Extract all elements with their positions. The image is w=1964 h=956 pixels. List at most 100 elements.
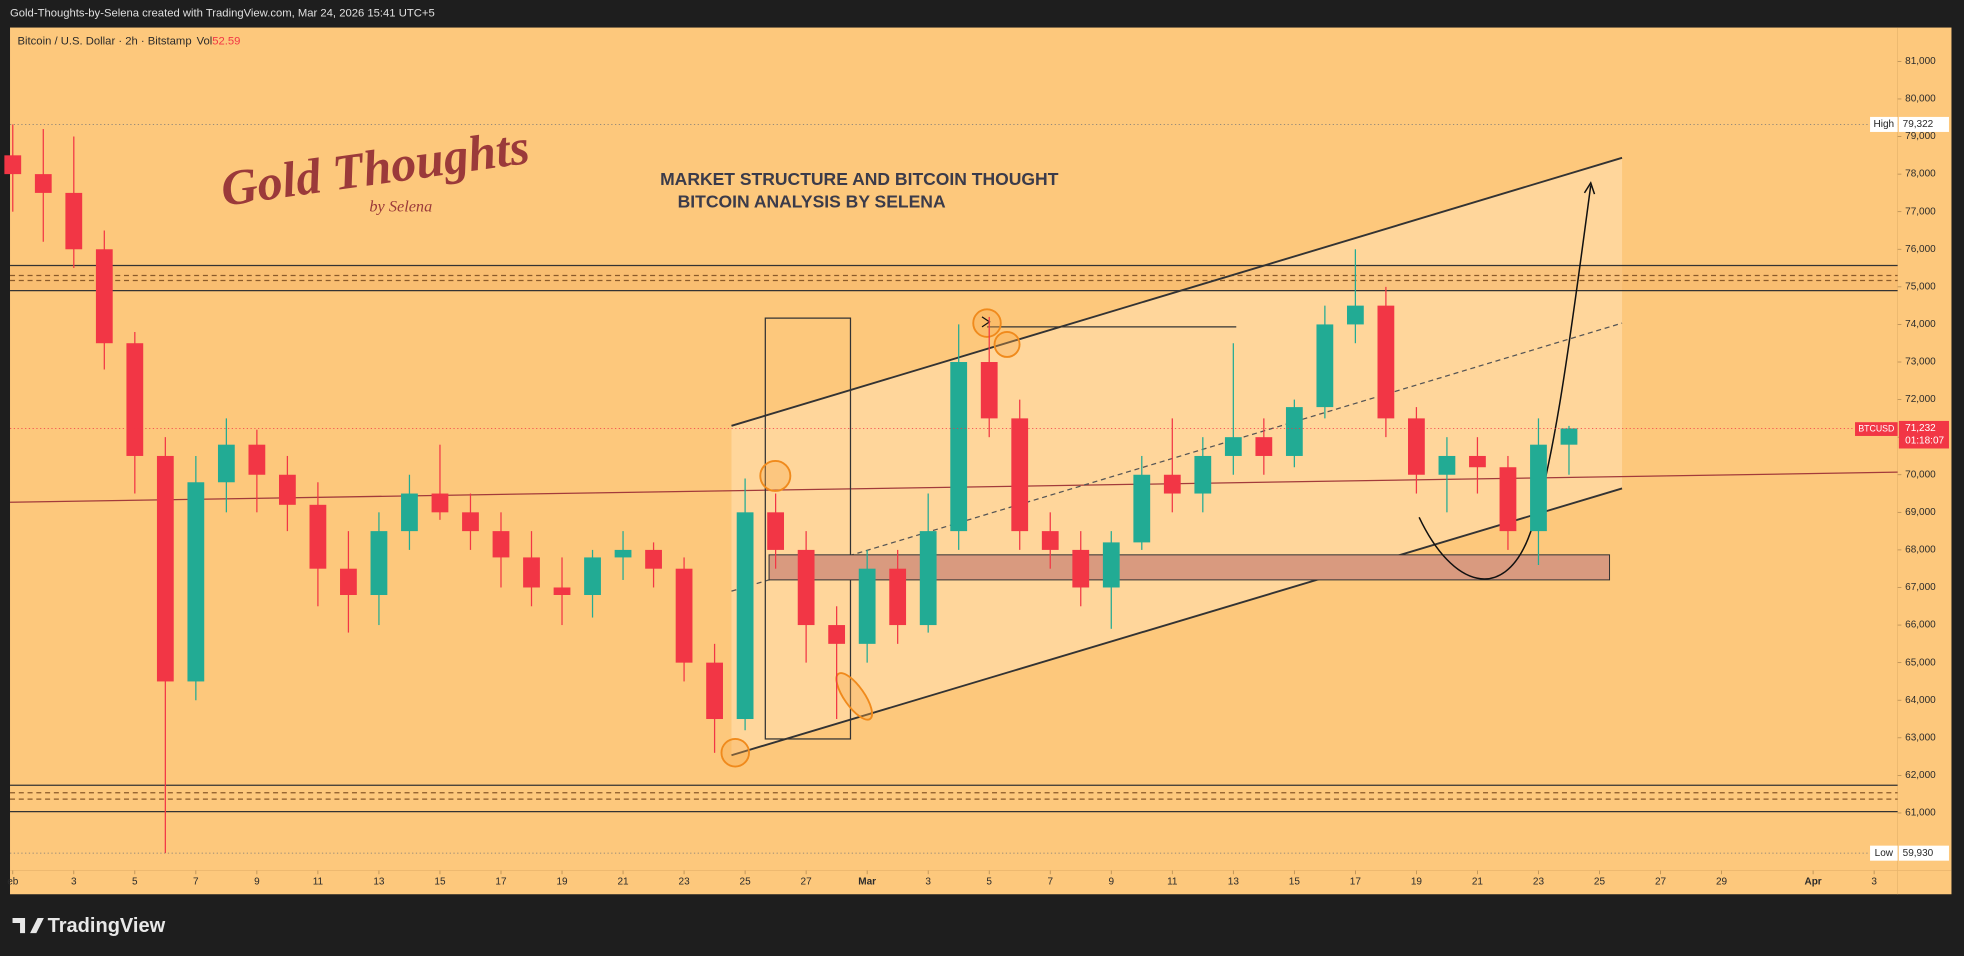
candle-body: [767, 512, 785, 550]
brand-icon: [12, 918, 44, 934]
footer: [0, 895, 1964, 956]
y-tick-label: 70,000: [1905, 469, 1936, 480]
marker-title: High: [1874, 119, 1895, 130]
candle-body: [126, 343, 144, 456]
candle-body: [95, 249, 113, 344]
y-tick-label: 79,000: [1905, 131, 1936, 142]
x-tick-label: 15: [1289, 876, 1301, 887]
y-tick-label: 75,000: [1905, 281, 1936, 292]
candle-body: [736, 512, 754, 720]
header-caption: Gold-Thoughts-by-Selena created with Tra…: [10, 8, 435, 20]
symbol-box: [1855, 422, 1898, 436]
x-tick-label: 15: [434, 876, 446, 887]
countdown: 01:18:07: [1905, 436, 1944, 447]
candle-body: [248, 444, 266, 475]
y-tick-label: 63,000: [1905, 732, 1936, 743]
candle-body: [1011, 418, 1029, 532]
annotations: [10, 156, 1898, 813]
chart-subtitle: BITCOIN ANALYSIS BY SELENA: [678, 192, 946, 212]
highlight-ellipse: [835, 672, 873, 721]
x-tick-label: 3: [1871, 876, 1877, 887]
marker-title: Low: [1875, 848, 1894, 859]
symbol-tag: BTCUSD: [1858, 423, 1894, 433]
candle-body: [309, 504, 327, 569]
range-box: [764, 317, 852, 740]
x-tick-label: 27: [801, 876, 813, 887]
x-tick-label: 7: [1047, 876, 1053, 887]
candle-body: [1285, 407, 1303, 456]
candle-body: [797, 549, 815, 626]
channel-mid: [731, 322, 1623, 592]
price-box: [1898, 420, 1949, 449]
y-tick-label: 73,000: [1905, 357, 1936, 368]
highlight-circle: [993, 330, 1021, 358]
x-tick-label: 27: [1655, 876, 1667, 887]
resistance-zone: [10, 265, 1898, 291]
candle-body: [1133, 474, 1151, 543]
symbol: Bitcoin / U.S. Dollar · 2h · Bitstamp: [18, 35, 192, 47]
volume-value: 52.59: [212, 35, 240, 47]
projection-arrow: [1583, 181, 1596, 195]
x-tick-label: 21: [617, 876, 629, 887]
y-tick-label: 69,000: [1905, 507, 1936, 518]
x-tick-label: 3: [925, 876, 931, 887]
x-tick-label: 9: [254, 876, 260, 887]
x-tick-label: 29: [1716, 876, 1728, 887]
last-price: 71,232: [1905, 423, 1936, 434]
y-tick-label: 65,000: [1905, 657, 1936, 668]
candle-body: [65, 192, 83, 250]
x-tick-label: 5: [132, 876, 138, 887]
x-tick-label: 7: [193, 876, 199, 887]
logo-subtitle: by Selena: [369, 197, 432, 216]
x-tick-label: 9: [1108, 876, 1114, 887]
x-tick-label: 5: [986, 876, 992, 887]
axes: 61,000 62,000 63,000 64,000 65,000 66,000 67,0…: [7, 56, 1949, 887]
x-tick-label: 25: [1594, 876, 1606, 887]
y-tick-label: 61,000: [1905, 808, 1936, 819]
marker-value: 59,930: [1903, 848, 1934, 859]
candle-body: [370, 531, 388, 596]
channel-lower: [731, 487, 1623, 757]
candle-body: [401, 493, 418, 532]
candle-body: [1408, 418, 1425, 475]
candle-body: [1469, 455, 1486, 468]
highlight-circle: [759, 459, 792, 492]
y-tick-label: 67,000: [1905, 582, 1936, 593]
candle-body: [156, 455, 174, 682]
x-tick-label: 13: [373, 876, 385, 887]
y-tick-label: 66,000: [1905, 620, 1936, 631]
candle-body: [1530, 444, 1547, 532]
x-tick-label: Apr: [1804, 876, 1821, 887]
candle-body: [1163, 474, 1181, 494]
x-tick-label: 17: [1350, 876, 1362, 887]
candle-body: [828, 625, 846, 644]
y-tick-label: 72,000: [1905, 394, 1936, 405]
marker-box: [1870, 845, 1898, 861]
candle-body: [1346, 305, 1364, 325]
y-tick-label: 74,000: [1905, 319, 1936, 330]
chart-title: MARKET STRUCTURE AND BITCOIN THOUGHT: [660, 169, 1059, 189]
candle-body: [4, 155, 22, 175]
x-tick-label: 11: [1167, 876, 1178, 887]
y-tick-label: 80,000: [1905, 94, 1936, 105]
x-tick-label: 23: [1533, 876, 1545, 887]
candle-body: [645, 549, 662, 569]
x-tick-label: Mar: [858, 876, 876, 887]
candle-body: [1377, 305, 1395, 419]
x-tick-label: 13: [1228, 876, 1240, 887]
marker-box: [1870, 116, 1898, 132]
x-tick-label: 25: [740, 876, 752, 887]
candle-body: [1499, 467, 1517, 532]
candle-body: [614, 549, 632, 558]
candle-body: [523, 557, 540, 588]
x-tick-label: eb: [7, 876, 19, 887]
channel-upper: [731, 156, 1623, 427]
x-tick-label: 11: [313, 876, 324, 887]
marker-value: 79,322: [1903, 119, 1934, 130]
candle-body: [1438, 455, 1456, 475]
y-tick-label: 77,000: [1905, 206, 1936, 217]
highlight-circle: [720, 738, 750, 768]
y-tick-label: 64,000: [1905, 695, 1936, 706]
